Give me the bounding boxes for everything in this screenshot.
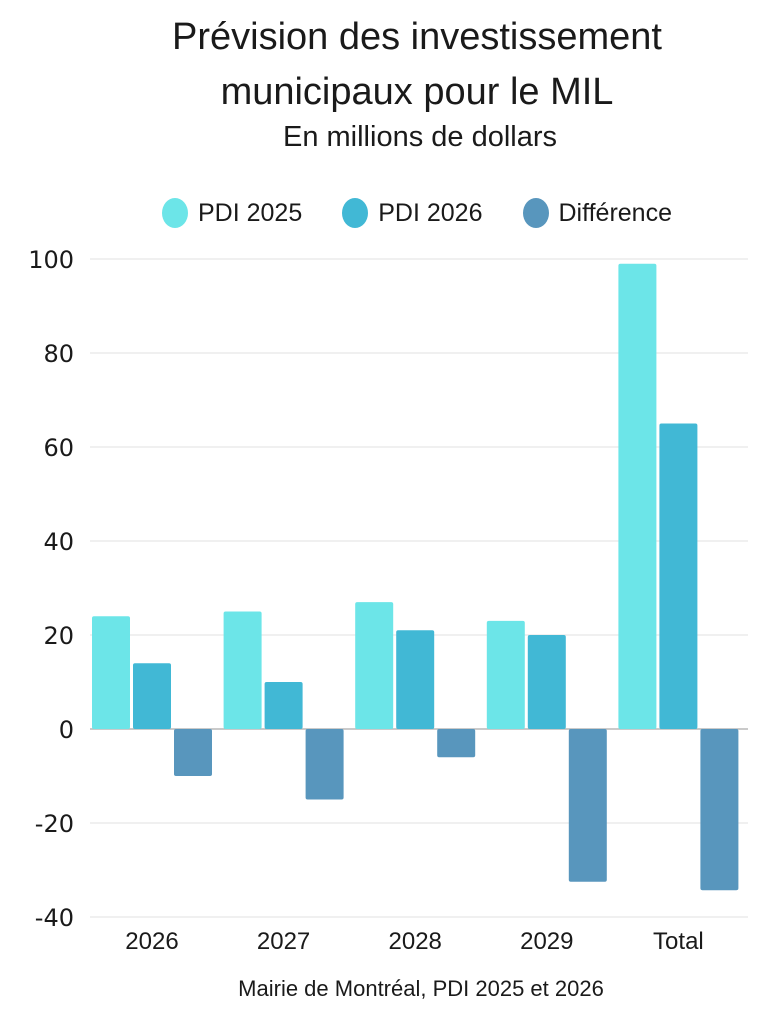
bar-pdi-2025-total: [618, 263, 657, 729]
y-axis-ticks: 100 80 60 40 20 0 -20 -40: [28, 246, 74, 932]
y-tick-label: 0: [59, 716, 74, 744]
x-tick-label: 2027: [257, 928, 310, 955]
bar-pdi-2026-2026: [133, 663, 171, 729]
bars: [92, 263, 739, 891]
legend-item-difference: Différence: [522, 198, 673, 228]
chart-title-line-1: Prévision des investissement: [172, 16, 662, 58]
legend-item-pdi-2026: PDI 2026: [342, 198, 483, 228]
source-note: Mairie de Montréal, PDI 2025 et 2026: [238, 976, 604, 1001]
bar-pdi-2026-2027: [264, 682, 303, 729]
bar-pdi-2026-2028: [396, 630, 435, 729]
y-tick-label: 80: [43, 340, 74, 368]
bar-diff-rence-2027: [305, 729, 344, 800]
legend-label-pdi-2025: PDI 2025: [198, 198, 303, 227]
x-tick-label: 2028: [389, 928, 442, 955]
legend-label-difference: Différence: [558, 198, 673, 227]
y-tick-label: 60: [43, 434, 74, 462]
chart-subtitle: En millions de dollars: [282, 121, 557, 153]
x-axis-ticks: 2026 2027 2028 2029 Total: [125, 928, 703, 955]
x-tick-label: 2026: [125, 928, 178, 955]
y-tick-label: -40: [35, 904, 74, 932]
bar-pdi-2025-2028: [355, 602, 394, 729]
bar-diff-rence-2026: [174, 729, 212, 776]
chart-title-line-2: municipaux pour le MIL: [220, 71, 614, 113]
y-tick-label: 40: [43, 528, 74, 556]
legend-label-pdi-2026: PDI 2026: [378, 198, 483, 227]
bar-pdi-2025-2026: [92, 616, 130, 729]
legend-swatch-pdi-2025: [162, 198, 188, 228]
bar-pdi-2025-2029: [486, 620, 525, 729]
bar-pdi-2026-total: [659, 423, 698, 729]
y-tick-label: -20: [35, 810, 74, 838]
x-tick-label: 2029: [520, 928, 573, 955]
x-tick-label: Total: [653, 928, 704, 955]
y-tick-label: 20: [43, 622, 74, 650]
bar-diff-rence-total: [700, 729, 739, 891]
legend-item-pdi-2025: PDI 2025: [162, 198, 302, 228]
legend-swatch-difference: [522, 198, 549, 228]
legend: PDI 2025 PDI 2026 Différence: [0, 198, 774, 228]
bar-pdi-2026-2029: [527, 635, 566, 729]
bar-diff-rence-2029: [568, 729, 607, 882]
y-tick-label: 100: [28, 246, 74, 274]
legend-swatch-pdi-2026: [342, 198, 369, 228]
bar-pdi-2025-2027: [223, 611, 262, 729]
bar-diff-rence-2028: [437, 729, 476, 758]
